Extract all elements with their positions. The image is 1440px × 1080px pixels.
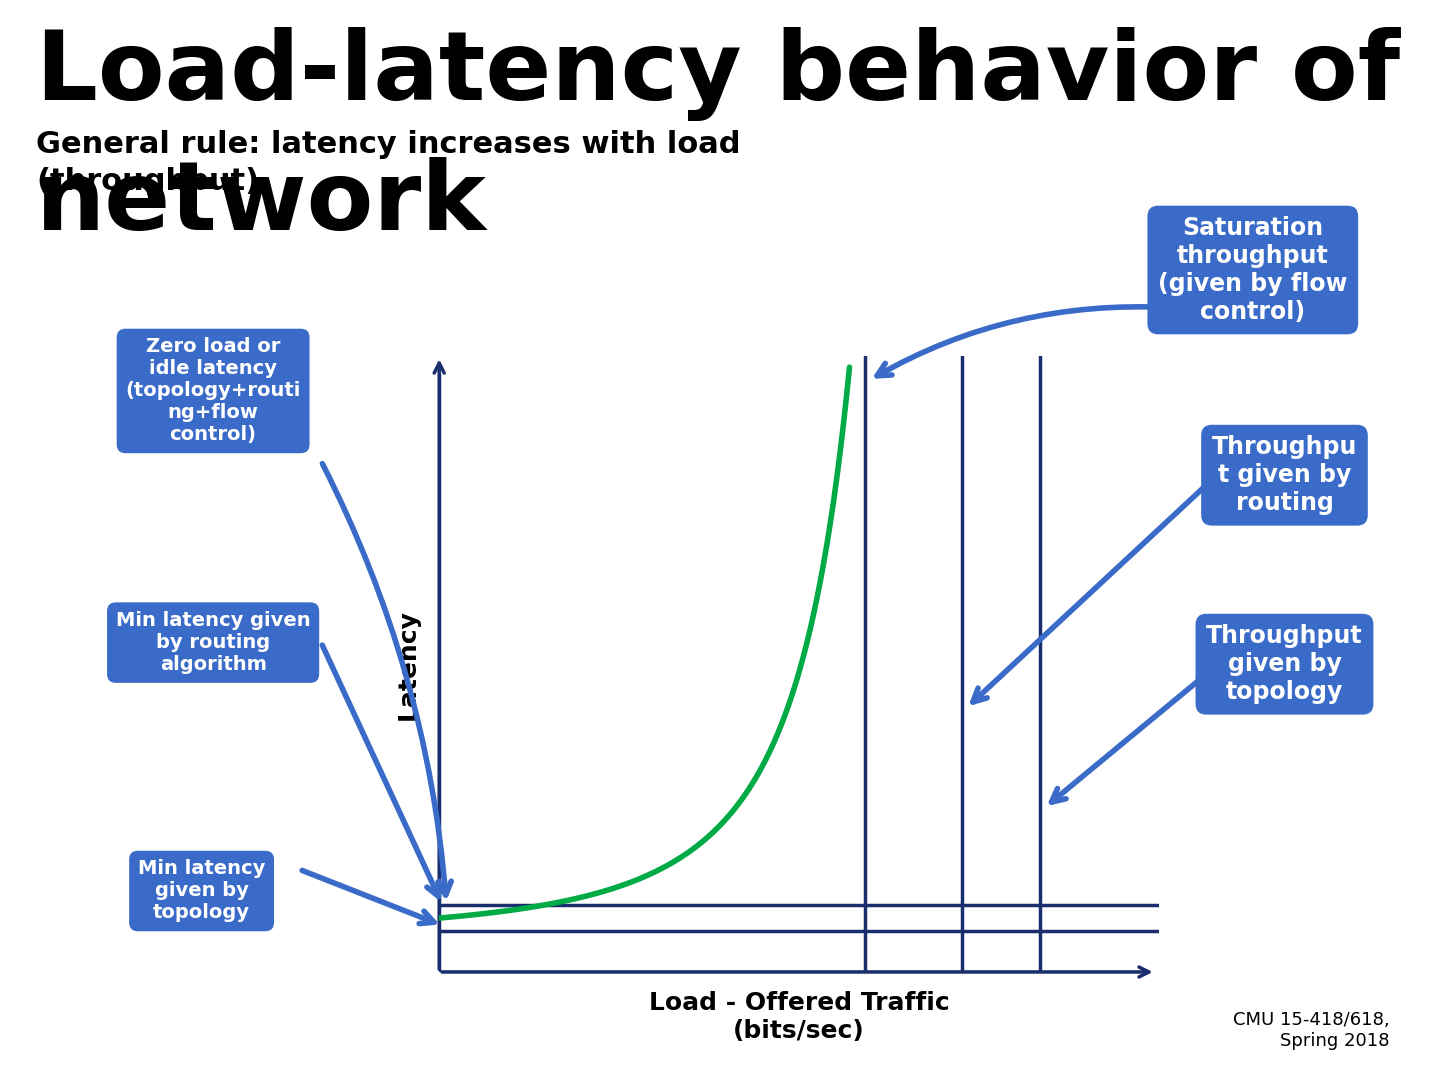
Text: Min latency
given by
topology: Min latency given by topology: [138, 860, 265, 922]
Text: Min latency given
by routing
algorithm: Min latency given by routing algorithm: [115, 611, 311, 674]
Text: Throughpu
t given by
routing: Throughpu t given by routing: [1212, 435, 1356, 515]
X-axis label: Load - Offered Traffic
(bits/sec): Load - Offered Traffic (bits/sec): [649, 991, 949, 1043]
Text: General rule: latency increases with load: General rule: latency increases with loa…: [36, 130, 740, 159]
Text: Load-latency behavior of: Load-latency behavior of: [36, 27, 1400, 121]
Y-axis label: Latency: Latency: [396, 609, 419, 719]
Text: Zero load or
idle latency
(topology+routi
ng+flow
control): Zero load or idle latency (topology+rout…: [125, 337, 301, 445]
Text: CMU 15-418/618,
Spring 2018: CMU 15-418/618, Spring 2018: [1233, 1011, 1390, 1050]
Text: Saturation
throughput
(given by flow
control): Saturation throughput (given by flow con…: [1158, 216, 1348, 324]
Text: network: network: [36, 157, 487, 249]
Text: Throughput
given by
topology: Throughput given by topology: [1207, 624, 1362, 704]
Text: (throughput): (throughput): [36, 167, 259, 197]
